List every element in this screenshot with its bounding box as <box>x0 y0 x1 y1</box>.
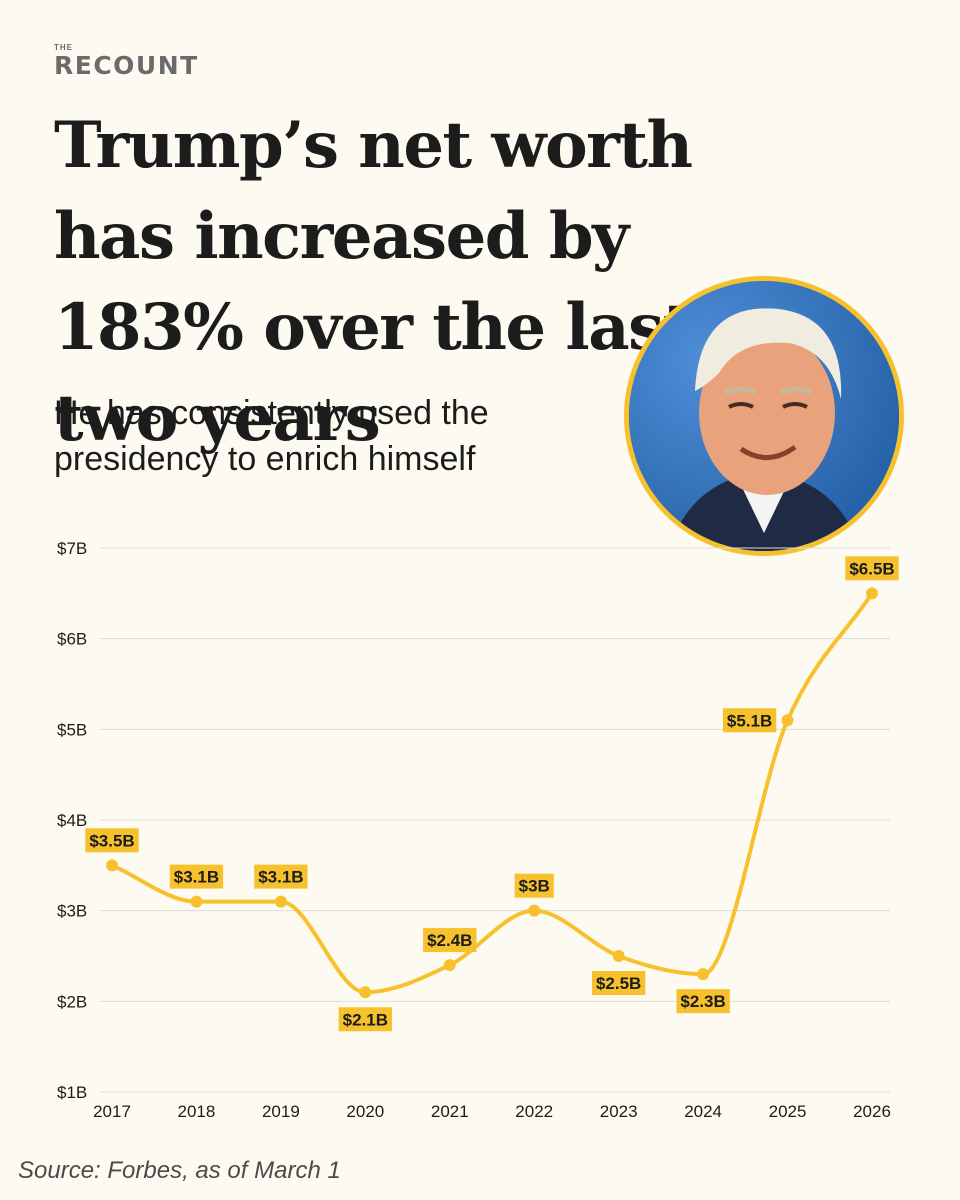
headline: Trump’s net worth has increased by 183% … <box>54 108 693 456</box>
y-axis-tick-labels: $1B $2B $3B $4B $5B $6B $7B <box>57 539 87 1102</box>
x-tick-label: 2026 <box>853 1102 891 1121</box>
data-point <box>612 950 625 962</box>
y-tick-label: $4B <box>57 811 87 830</box>
data-label: $5.1B <box>722 708 777 733</box>
data-label: $3.1B <box>254 864 308 889</box>
data-label-background <box>169 864 224 889</box>
x-tick-label: 2018 <box>178 1102 216 1121</box>
brand-small-text: THE <box>54 43 73 52</box>
data-label-text: $6.5B <box>849 559 894 578</box>
subheadline: He has consistently used the presidency … <box>54 394 489 478</box>
x-tick-label: 2023 <box>600 1102 638 1121</box>
data-label-text: $2.3B <box>680 992 725 1011</box>
grid-lines <box>100 547 890 1093</box>
y-tick-label: $2B <box>57 992 87 1011</box>
y-tick-label: $3B <box>57 902 87 921</box>
data-point <box>781 714 794 727</box>
data-label-text: $5.1B <box>727 711 772 730</box>
data-point <box>697 968 710 981</box>
net-worth-series-line <box>110 591 874 995</box>
data-label-background <box>514 873 554 898</box>
data-point <box>106 859 118 872</box>
x-axis-tick-labels: 2017 2018 2019 2020 2021 2022 2023 2024 2025 2026 <box>93 1102 891 1121</box>
brand-logo: THE RECOUNT <box>54 43 199 80</box>
data-label: $2.1B <box>338 1007 393 1032</box>
x-tick-label: 2020 <box>346 1102 384 1121</box>
data-label: $3.5B <box>85 828 139 853</box>
data-label-background <box>423 928 477 953</box>
x-tick-label: 2017 <box>93 1102 131 1121</box>
data-label-text: $3B <box>519 877 550 896</box>
x-tick-label: 2025 <box>769 1102 807 1121</box>
data-labels: $3.5B $3.1B $3.1B $2.1B $2.4B $3B $2.5B $2.3B $5… <box>85 556 899 1032</box>
data-point <box>274 895 287 908</box>
x-tick-label: 2019 <box>262 1102 300 1121</box>
data-label-background <box>338 1007 393 1032</box>
data-point <box>443 959 456 972</box>
data-label-background <box>591 971 646 995</box>
data-label-text: $3.1B <box>258 868 303 887</box>
x-tick-label: 2024 <box>684 1102 722 1121</box>
data-point <box>528 904 541 917</box>
data-point <box>359 986 372 999</box>
data-label: $2.3B <box>676 989 730 1014</box>
data-label-text: $2.4B <box>427 931 472 950</box>
data-label: $3.1B <box>169 864 224 889</box>
data-points <box>106 587 878 999</box>
data-label: $6.5B <box>845 556 899 581</box>
data-label-text: $2.1B <box>343 1010 388 1029</box>
data-label: $2.4B <box>423 928 477 953</box>
data-label-text: $2.5B <box>596 974 641 993</box>
data-point <box>190 895 203 908</box>
data-label-background <box>85 828 139 853</box>
y-tick-label: $1B <box>57 1083 87 1102</box>
data-label: $2.5B <box>591 971 646 995</box>
data-label-background <box>676 989 730 1014</box>
y-tick-label: $7B <box>57 539 87 558</box>
source-note: Source: Forbes, as of March 1 <box>18 1157 341 1184</box>
y-tick-label: $5B <box>57 720 87 739</box>
portrait-photo <box>624 276 904 556</box>
x-tick-label: 2022 <box>515 1102 553 1121</box>
data-point <box>866 587 878 600</box>
x-tick-label: 2021 <box>431 1102 469 1121</box>
data-label-background <box>254 864 308 889</box>
data-label: $3B <box>514 873 554 898</box>
data-label-background <box>845 556 899 581</box>
data-label-background <box>722 708 777 733</box>
data-label-text: $3.5B <box>89 831 134 850</box>
y-tick-label: $6B <box>57 630 87 649</box>
data-label-text: $3.1B <box>174 868 219 887</box>
net-worth-line-chart: $1B$2B$3B$4B$5B$6B$7B 2017 2018 2019 2020 20… <box>57 539 899 1121</box>
brand-main-text: RECOUNT <box>54 51 199 80</box>
